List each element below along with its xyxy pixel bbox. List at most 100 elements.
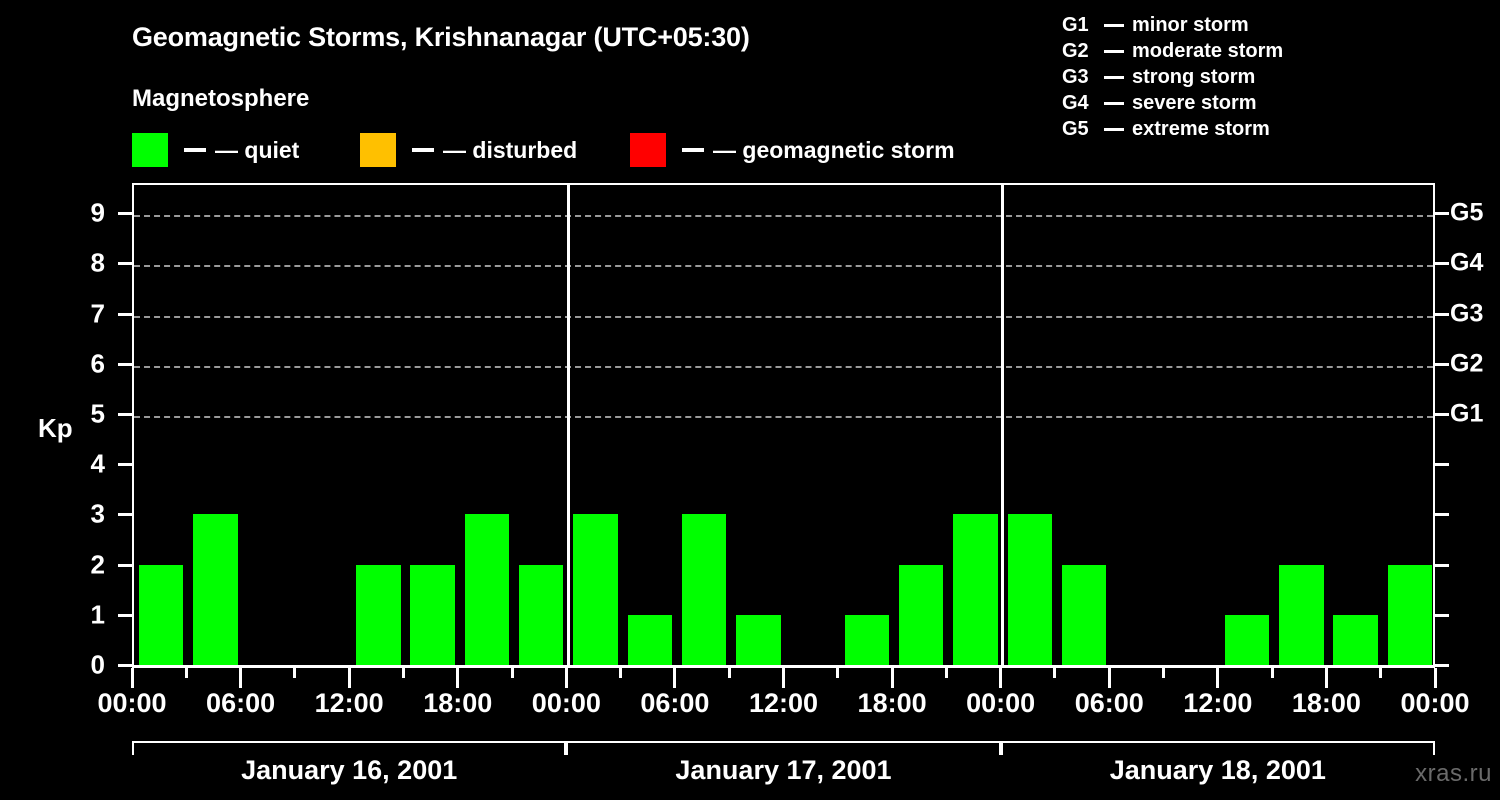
y-tick-mark <box>118 513 132 517</box>
g-legend-dash-icon <box>1104 101 1124 105</box>
x-tick-major <box>1107 668 1111 688</box>
y-tick-label: 1 <box>90 599 105 630</box>
y-tick-label: 4 <box>90 448 105 479</box>
g-tick-mark <box>1435 513 1449 517</box>
x-tick-label: 06:00 <box>1074 688 1144 718</box>
y-tick-mark <box>118 412 132 416</box>
g-legend-code: G4 <box>1062 91 1089 114</box>
x-tick-label: 00:00 <box>1400 688 1470 718</box>
y-tick-label: 9 <box>90 197 105 228</box>
g-tick-mark <box>1435 664 1449 667</box>
magnetosphere-label: Magnetosphere <box>132 85 310 112</box>
gridline <box>134 365 1433 368</box>
legend-label: — disturbed <box>443 136 578 163</box>
g-legend-code: G1 <box>1062 13 1089 36</box>
g-tick-mark <box>1435 312 1449 316</box>
g-legend-code: G2 <box>1062 39 1089 62</box>
x-tick-major <box>673 668 677 688</box>
y-tick-label: 5 <box>90 398 105 429</box>
plot-area <box>132 183 1435 665</box>
x-tick-label: 12:00 <box>314 688 384 718</box>
y-tick-mark <box>118 664 132 667</box>
legend-dash-icon <box>184 148 206 152</box>
x-tick-minor <box>619 668 623 678</box>
x-tick-minor <box>293 668 297 678</box>
g-legend-dash-icon <box>1104 127 1124 131</box>
page-title: Geomagnetic Storms, Krishnanagar (UTC+05… <box>132 22 750 52</box>
x-tick-label: 18:00 <box>423 688 493 718</box>
y-tick-mark <box>118 212 132 216</box>
g-legend-row: G5 extreme storm <box>1062 116 1482 142</box>
x-tick-minor <box>1379 668 1383 678</box>
g-tick-mark <box>1435 212 1449 216</box>
date-label: January 16, 2001 <box>241 755 458 785</box>
legend-entry: — disturbed <box>360 133 577 167</box>
g-tick-label: G1 <box>1450 399 1484 428</box>
x-tick-minor <box>836 668 840 678</box>
day-separator <box>1001 185 1005 665</box>
g-legend-description: moderate storm <box>1132 39 1284 62</box>
x-tick-minor <box>184 668 188 678</box>
bar <box>138 564 184 665</box>
x-tick-minor <box>1270 668 1274 678</box>
g-legend-row: G1 minor storm <box>1062 12 1482 38</box>
bar <box>627 614 673 665</box>
y-axis-title: Kp <box>38 413 73 443</box>
storm-swatch <box>630 133 666 167</box>
y-tick-label: 2 <box>90 549 105 580</box>
date-bracket <box>132 741 567 755</box>
g-legend-dash-icon <box>1104 23 1124 27</box>
x-tick-major <box>1216 668 1220 688</box>
x-tick-major <box>890 668 894 688</box>
plot-inner <box>134 185 1433 665</box>
y-tick-mark <box>118 563 132 567</box>
g-legend-description: strong storm <box>1132 65 1256 88</box>
x-tick-label: 18:00 <box>857 688 927 718</box>
bar <box>681 514 727 665</box>
bar <box>953 514 998 665</box>
x-tick-major <box>999 668 1003 688</box>
gridline <box>134 415 1433 418</box>
gridline <box>134 265 1433 268</box>
x-tick-label: 12:00 <box>748 688 819 718</box>
g-legend-dash-icon <box>1104 49 1124 53</box>
x-tick-minor <box>944 668 948 678</box>
date-label: January 18, 2001 <box>1109 755 1326 785</box>
g-legend-row: G2 moderate storm <box>1062 38 1482 64</box>
x-tick-label: 06:00 <box>206 688 276 718</box>
g-tick-label: G5 <box>1450 198 1484 227</box>
x-tick-label: 12:00 <box>1183 688 1253 718</box>
y-tick-label: 7 <box>90 298 105 329</box>
x-tick-minor <box>1162 668 1166 678</box>
g-tick-mark <box>1435 362 1449 366</box>
g-tick-mark <box>1435 613 1449 617</box>
g-tick-mark <box>1435 262 1449 266</box>
bar <box>736 614 781 665</box>
date-bracket <box>1000 741 1435 755</box>
y-tick-label: 0 <box>90 649 105 680</box>
watermark: xras.ru <box>1415 760 1492 787</box>
bar <box>464 514 510 665</box>
bar <box>898 564 944 665</box>
y-tick-label: 8 <box>90 247 105 278</box>
x-tick-label: 00:00 <box>97 688 167 718</box>
gridline <box>134 315 1433 318</box>
bar <box>1224 614 1270 665</box>
day-separator <box>566 185 570 665</box>
y-tick-mark <box>118 613 132 617</box>
x-tick-minor <box>510 668 514 678</box>
x-tick-major <box>1433 668 1437 688</box>
y-tick-label: 3 <box>90 498 105 529</box>
date-bracket <box>566 741 1001 755</box>
bar <box>410 564 455 665</box>
x-tick-minor <box>1053 668 1057 678</box>
x-axis-baseline <box>132 665 1435 668</box>
x-tick-label: 18:00 <box>1291 688 1361 718</box>
bar <box>518 564 564 665</box>
y-tick-mark <box>118 362 132 366</box>
g-tick-mark <box>1435 563 1449 567</box>
legend-entry: — quiet <box>132 133 299 167</box>
x-tick-label: 06:00 <box>640 688 710 718</box>
y-tick-mark <box>118 463 132 467</box>
g-legend-row: G4 severe storm <box>1062 90 1482 116</box>
